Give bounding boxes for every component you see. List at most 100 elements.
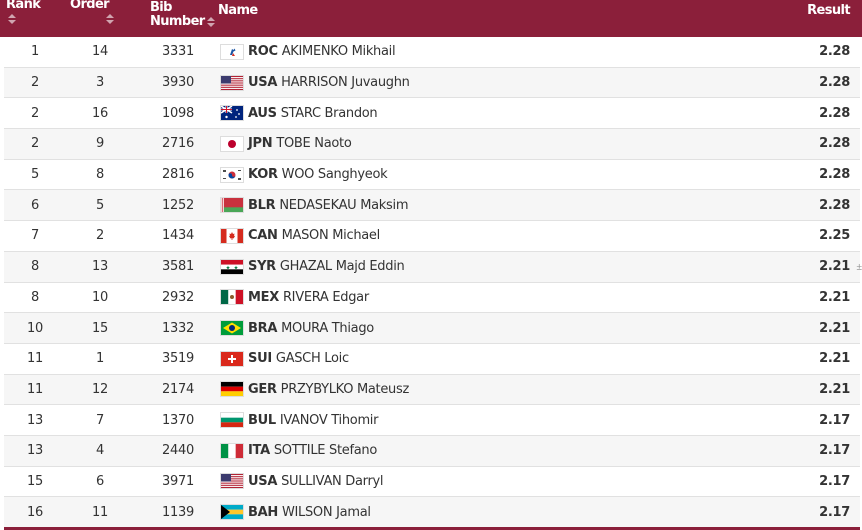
rank-cell: 8 xyxy=(31,259,39,275)
athlete-cell[interactable]: CAN MASON Michael xyxy=(220,221,380,251)
table-row[interactable]: 7 2 1434 CAN MASON Michael 2.25 xyxy=(4,221,860,252)
athlete-cell[interactable]: BUL IVANOV Tihomir xyxy=(220,405,378,435)
column-header-name-label: Name xyxy=(218,3,258,18)
rank-cell: 2 xyxy=(31,105,39,121)
column-header-bib[interactable]: Bib Number xyxy=(150,0,215,33)
noc-code: AUS xyxy=(248,105,277,121)
order-cell: 12 xyxy=(92,381,108,397)
athlete-cell[interactable]: KOR WOO Sanghyeok xyxy=(220,160,388,190)
table-row[interactable]: 2 16 1098 AUS STARC Brandon 2.28 xyxy=(4,98,860,130)
noc-code: ROC xyxy=(248,44,278,60)
sort-arrows-icon[interactable] xyxy=(206,16,215,27)
athlete-name: PRZYBYLKO Mateusz xyxy=(280,381,410,397)
bib-cell: 2716 xyxy=(162,136,194,152)
rank-cell: 13 xyxy=(27,443,43,459)
bib-cell: 1332 xyxy=(162,320,194,336)
result-cell: 2.25 xyxy=(819,228,850,244)
column-header-rank[interactable]: Rank xyxy=(6,0,41,29)
flag-usa-icon xyxy=(220,473,244,490)
result-cell: 2.28 xyxy=(819,136,850,152)
order-cell: 3 xyxy=(96,75,104,91)
sort-arrows-icon[interactable] xyxy=(106,14,114,24)
result-cell: 2.17 xyxy=(819,473,850,489)
result-cell: 2.28 xyxy=(819,197,850,213)
result-cell: 2.17 xyxy=(819,504,850,520)
column-header-order[interactable]: Order xyxy=(70,0,114,29)
noc-code: BUL xyxy=(248,412,276,428)
bib-cell: 2816 xyxy=(162,167,194,183)
athlete-name: RIVERA Edgar xyxy=(282,289,369,305)
order-cell: 7 xyxy=(96,412,104,428)
flag-bra-icon xyxy=(220,320,244,337)
athlete-cell[interactable]: ITA SOTTILE Stefano xyxy=(220,436,377,466)
athlete-name: IVANOV Tihomir xyxy=(279,412,379,428)
athlete-name: MOURA Thiago xyxy=(281,320,374,336)
athlete-name: STARC Brandon xyxy=(280,105,378,121)
table-row[interactable]: 11 1 3519 SUI GASCH Loic 2.21 xyxy=(4,344,860,375)
table-row[interactable]: 2 3 3930 USA HARRISON Juvaughn 2.28 xyxy=(4,67,860,99)
flag-sui-icon xyxy=(220,350,244,367)
rank-cell: 5 xyxy=(31,167,39,183)
athlete-name: SULLIVAN Darryl xyxy=(281,473,384,489)
table-row[interactable]: 10 15 1332 BRA MOURA Thiago 2.21 xyxy=(4,313,860,344)
noc-code: ITA xyxy=(248,443,270,459)
table-row[interactable]: 15 6 3971 USA SULLIVAN Darryl 2.17 xyxy=(4,467,860,498)
athlete-cell[interactable]: USA HARRISON Juvaughn xyxy=(220,68,410,98)
athlete-cell[interactable]: JPN TOBE Naoto xyxy=(220,129,352,159)
athlete-cell[interactable]: BLR NEDASEKAU Maksim xyxy=(220,190,409,220)
athlete-cell[interactable]: SUI GASCH Loic xyxy=(220,344,349,374)
noc-code: SYR xyxy=(248,259,276,275)
athlete-cell[interactable]: SYR GHAZAL Majd Eddin xyxy=(220,252,405,282)
athlete-cell[interactable]: AUS STARC Brandon xyxy=(220,98,378,128)
rank-cell: 15 xyxy=(27,473,43,489)
athlete-cell[interactable]: BRA MOURA Thiago xyxy=(220,313,374,343)
table-row[interactable]: 1 14 3331 ROC AKIMENKO Mikhail 2.28 xyxy=(4,37,860,68)
rank-cell: 10 xyxy=(27,320,43,336)
table-row[interactable]: 8 10 2932 MEX RIVERA Edgar 2.21 xyxy=(4,283,860,314)
order-cell: 8 xyxy=(96,167,104,183)
table-row[interactable]: 16 11 1139 BAH WILSON Jamal 2.17 xyxy=(4,497,860,528)
table-row[interactable]: 2 9 2716 JPN TOBE Naoto 2.28 xyxy=(4,129,860,160)
bib-cell: 3519 xyxy=(162,351,194,367)
athlete-cell[interactable]: MEX RIVERA Edgar xyxy=(220,283,369,313)
result-cell: 2.21 xyxy=(819,259,850,275)
athlete-cell[interactable]: USA SULLIVAN Darryl xyxy=(220,467,384,497)
noc-code: CAN xyxy=(248,228,278,244)
column-header-bib-line1: Bib xyxy=(150,0,172,15)
table-row[interactable]: 13 7 1370 BUL IVANOV Tihomir 2.17 xyxy=(4,405,860,436)
column-header-name: Name xyxy=(218,0,258,29)
athlete-cell[interactable]: ROC AKIMENKO Mikhail xyxy=(220,37,396,67)
bib-cell: 2440 xyxy=(162,443,194,459)
rank-cell: 2 xyxy=(31,75,39,91)
table-row[interactable]: 5 8 2816 KOR WOO Sanghyeok 2.28 xyxy=(4,160,860,191)
result-cell: 2.28 xyxy=(819,75,850,91)
noc-code: BRA xyxy=(248,320,278,336)
noc-code: SUI xyxy=(248,351,272,367)
athlete-cell[interactable]: BAH WILSON Jamal xyxy=(220,497,371,527)
flag-jpn-icon xyxy=(220,135,244,152)
athlete-cell[interactable]: GER PRZYBYLKO Mateusz xyxy=(220,375,409,405)
table-row[interactable]: 11 12 2174 GER PRZYBYLKO Mateusz 2.21 xyxy=(4,374,860,406)
result-cell: 2.28 xyxy=(819,44,850,60)
athlete-name: NEDASEKAU Maksim xyxy=(279,197,409,213)
order-cell: 4 xyxy=(96,443,104,459)
noc-code: KOR xyxy=(248,167,278,183)
flag-ger-icon xyxy=(220,381,244,398)
table-row[interactable]: 8 13 3581 SYR GHAZAL Majd Eddin 2.21 xyxy=(4,251,860,283)
athlete-name: MASON Michael xyxy=(281,228,381,244)
flag-blr-icon xyxy=(220,197,244,214)
column-header-order-label: Order xyxy=(70,0,110,12)
scroll-indicator-icon[interactable]: ± xyxy=(856,262,862,273)
order-cell: 15 xyxy=(92,320,108,336)
sort-arrows-icon[interactable] xyxy=(8,14,16,24)
flag-syr-icon xyxy=(220,258,244,275)
table-row[interactable]: 13 4 2440 ITA SOTTILE Stefano 2.17 xyxy=(4,435,860,467)
bib-cell: 1434 xyxy=(162,228,194,244)
column-header-result-label: Result xyxy=(807,3,850,18)
flag-ita-icon xyxy=(220,442,244,459)
bib-cell: 2174 xyxy=(162,381,194,397)
table-row[interactable]: 6 5 1252 BLR NEDASEKAU Maksim 2.28 xyxy=(4,190,860,222)
order-cell: 5 xyxy=(96,197,104,213)
athlete-name: GASCH Loic xyxy=(275,351,349,367)
